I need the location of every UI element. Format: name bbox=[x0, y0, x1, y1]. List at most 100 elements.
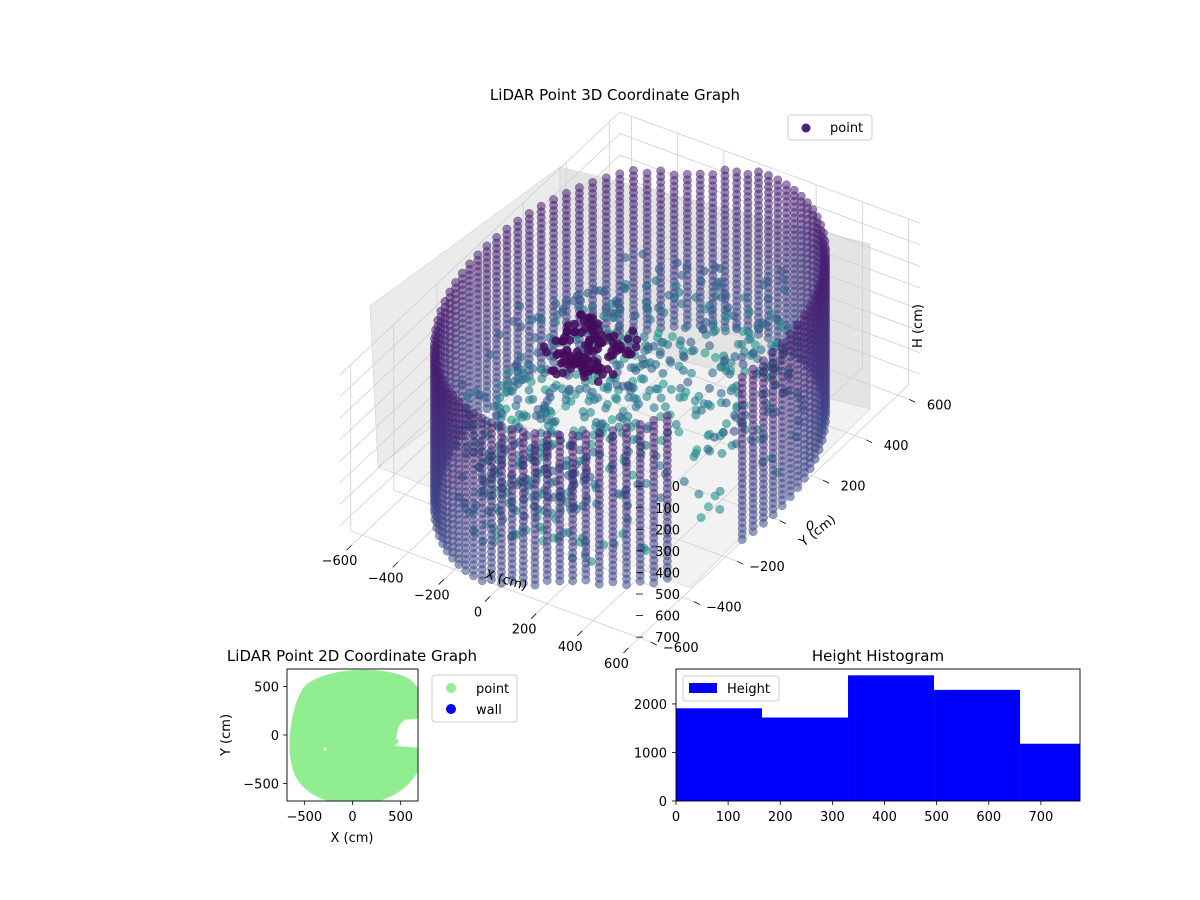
cloud-point bbox=[504, 368, 514, 378]
cloud-point bbox=[461, 566, 471, 575]
y-tick-label-3d: −200 bbox=[749, 560, 785, 575]
cloud-point bbox=[575, 384, 584, 394]
cloud-point bbox=[715, 504, 725, 514]
cloud-point bbox=[570, 327, 580, 337]
cloud-point bbox=[748, 527, 758, 537]
cloud-point bbox=[658, 368, 668, 378]
cloud-point bbox=[615, 360, 625, 370]
cloud-point bbox=[562, 326, 572, 336]
cloud-point bbox=[694, 489, 704, 499]
histogram-bar bbox=[848, 675, 935, 801]
cloud-point bbox=[683, 377, 693, 387]
cloud-point bbox=[583, 288, 593, 298]
cloud-point bbox=[595, 420, 605, 429]
cloud-point bbox=[730, 410, 739, 420]
cloud-point bbox=[719, 357, 729, 367]
z-axis-label-3d: H (cm) bbox=[911, 304, 926, 348]
x-tick-3d bbox=[438, 579, 445, 585]
cloud-point bbox=[507, 386, 517, 396]
cloud-point bbox=[715, 486, 725, 496]
cloud-point bbox=[599, 311, 609, 321]
x-tick-label-2d: 0 bbox=[348, 810, 356, 825]
cloud-point bbox=[768, 510, 778, 520]
cloud-point bbox=[588, 314, 598, 323]
x-tick-label-3d: 400 bbox=[558, 640, 583, 655]
x-tick-label-3d: −400 bbox=[368, 571, 404, 586]
cloud-point bbox=[756, 345, 766, 355]
cloud-point bbox=[785, 492, 795, 502]
cloud-point bbox=[678, 366, 688, 375]
x-tick-label-histogram: 600 bbox=[976, 810, 1001, 825]
cloud-point bbox=[671, 420, 681, 429]
chart-3d: LiDAR Point 3D Coordinate Graph −600 −400… bbox=[322, 86, 952, 672]
cloud-point bbox=[697, 405, 706, 415]
cloud-point bbox=[622, 580, 631, 590]
y-axis-label-2d: Y (cm) bbox=[219, 714, 234, 757]
cloud-point bbox=[676, 336, 686, 346]
cloud-point bbox=[723, 303, 733, 313]
legend-3d-marker bbox=[801, 123, 811, 133]
cloud-point bbox=[707, 306, 717, 316]
cloud-point bbox=[469, 571, 479, 581]
histogram-bar bbox=[934, 689, 1021, 801]
cloud-point bbox=[555, 576, 565, 586]
x-ticks-histogram: 0 100 200 300 400 500 600 700 bbox=[672, 801, 1053, 825]
legend-3d: point bbox=[787, 114, 873, 141]
cloud-point bbox=[721, 291, 731, 301]
y-tick-label-2d: −500 bbox=[243, 778, 279, 793]
x-tick-3d bbox=[392, 562, 398, 568]
cloud-point bbox=[645, 314, 655, 324]
histogram-bar bbox=[1020, 743, 1080, 801]
cloud-point bbox=[744, 335, 754, 345]
cloud-point bbox=[620, 253, 630, 263]
z-tick-label-3d: 0 bbox=[672, 480, 680, 495]
cloud-point bbox=[533, 404, 543, 414]
legend-2d-point-marker bbox=[446, 683, 456, 693]
cloud-point bbox=[703, 444, 713, 454]
y-tick-label-histogram: 1000 bbox=[634, 746, 667, 761]
y-tick-label-2d: 0 bbox=[271, 729, 279, 744]
cloud-point bbox=[764, 333, 773, 343]
legend-2d-wall-marker bbox=[446, 704, 456, 714]
cloud-point bbox=[694, 391, 704, 401]
legend-3d-label: point bbox=[830, 121, 863, 136]
cloud-point bbox=[763, 294, 773, 304]
cloud-point bbox=[635, 576, 645, 586]
cloud-point bbox=[643, 342, 653, 352]
histogram-bar bbox=[676, 708, 763, 801]
cloud-point bbox=[508, 316, 518, 326]
cloud-point bbox=[475, 390, 485, 400]
cloud-point bbox=[639, 374, 649, 384]
cloud-point bbox=[558, 307, 567, 317]
cloud-point bbox=[717, 449, 727, 458]
cloud-point bbox=[516, 322, 526, 332]
cloud-point bbox=[674, 427, 684, 437]
cloud-point bbox=[482, 404, 492, 414]
cloud-point bbox=[758, 318, 767, 328]
x-tick-label-2d: 500 bbox=[388, 810, 413, 825]
cloud-point bbox=[593, 377, 603, 387]
cloud-point bbox=[593, 344, 603, 354]
y-tick-label-2d: 500 bbox=[254, 680, 279, 695]
x-tick-label-3d: 600 bbox=[604, 657, 629, 672]
cloud-point bbox=[657, 338, 666, 347]
cloud-point bbox=[691, 448, 701, 458]
cloud-point bbox=[711, 353, 720, 362]
cloud-point bbox=[722, 419, 731, 429]
cloud-point bbox=[581, 575, 591, 585]
cloud-point bbox=[530, 333, 540, 342]
cloud-point bbox=[523, 359, 533, 369]
cloud-point bbox=[510, 376, 520, 386]
cloud-point bbox=[656, 347, 665, 357]
cloud-point bbox=[608, 577, 618, 587]
cloud-point bbox=[682, 262, 692, 272]
cloud-point bbox=[647, 364, 657, 373]
cloud-point bbox=[623, 334, 633, 344]
cloud-point bbox=[587, 302, 597, 312]
cloud-point bbox=[705, 341, 715, 351]
y-tick-label-3d: 600 bbox=[927, 398, 952, 413]
cloud-point bbox=[552, 369, 561, 379]
cloud-point bbox=[551, 299, 561, 309]
cloud-point bbox=[680, 323, 690, 333]
